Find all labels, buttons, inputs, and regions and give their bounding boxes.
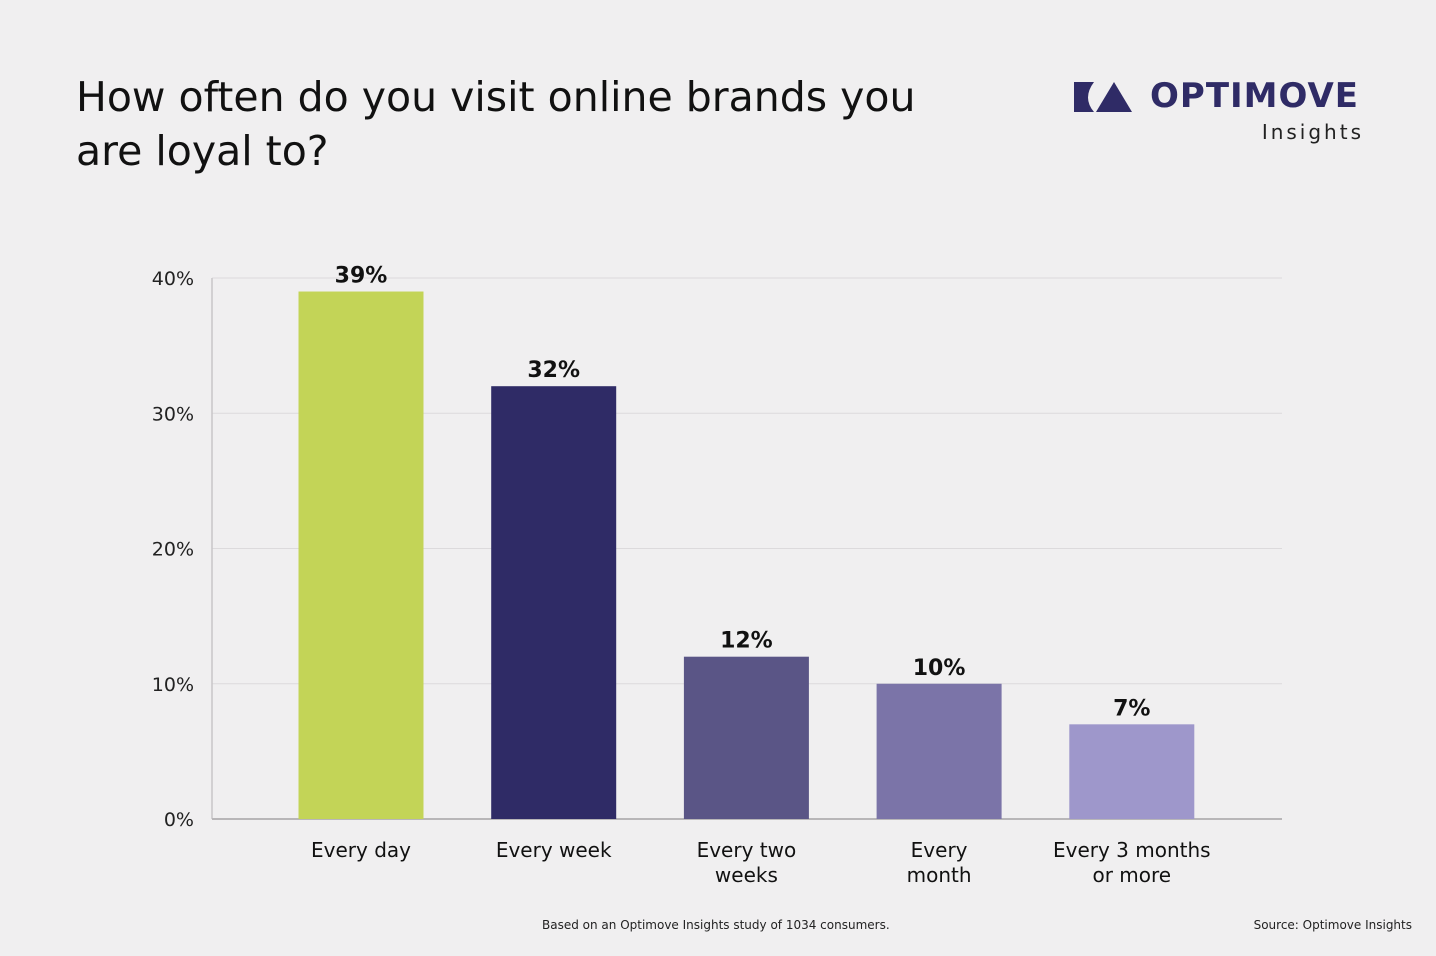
data-label: 7% [1113,696,1150,721]
x-tick-label: or more [1092,863,1171,887]
optimove-logo: OPTIMOVE Insights [1074,76,1364,146]
bar [1069,724,1195,819]
data-label: 12% [720,629,773,654]
y-tick-label: 30% [152,403,194,425]
x-tick-label: Every two [697,838,797,862]
x-tick-label: Every day [311,838,411,862]
x-tick-label: Every [911,838,968,862]
bar [298,291,424,819]
logo-text: OPTIMOVE [1150,76,1360,116]
bar [683,656,809,819]
data-label: 10% [913,656,966,681]
x-tick-label: Every week [496,838,612,862]
logo-mark-icon [1074,82,1132,112]
chart-title: How often do you visit online brands you… [76,73,916,175]
source-note: Source: Optimove Insights [1253,918,1412,932]
data-label: 39% [335,264,388,289]
y-tick-label: 0% [164,809,194,831]
logo-subtext: Insights [1261,120,1364,144]
bar [491,386,617,819]
y-tick-label: 10% [152,674,194,696]
footnote: Based on an Optimove Insights study of 1… [542,918,890,932]
y-tick-label: 40% [152,268,194,290]
data-label: 32% [527,358,580,383]
x-tick-label: weeks [715,863,778,887]
bar [876,683,1002,819]
x-tick-label: Every 3 months [1053,838,1211,862]
y-tick-label: 20% [152,539,194,561]
x-tick-label: month [907,863,972,887]
